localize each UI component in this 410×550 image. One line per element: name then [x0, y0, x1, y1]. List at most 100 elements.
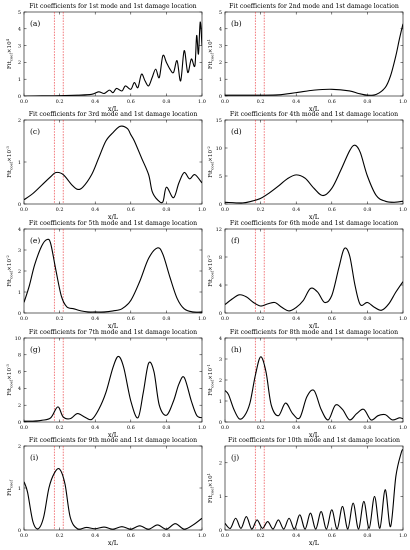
x-axis-label: x/L	[309, 539, 320, 547]
y-axis-label: Fitcoef×10-2	[206, 255, 215, 287]
y-tick-label: 4	[219, 27, 222, 33]
x-tick-label: 1.0	[399, 316, 407, 322]
y-axis-label: Fitcoef×10-3	[5, 146, 14, 178]
chart-panel-1: Fit coefficients for 1st mode and 1st da…	[5, 3, 206, 113]
y-tick-label: 10	[15, 336, 21, 342]
x-tick-label: 0.6	[328, 316, 336, 322]
panel-label: (b)	[231, 19, 242, 28]
y-tick-label: 1	[219, 77, 222, 83]
y-tick-label: 2	[219, 378, 222, 384]
series-line	[225, 356, 403, 421]
x-tick-label: 0.0	[221, 207, 229, 213]
x-tick-label: 0.6	[328, 99, 336, 105]
y-tick-label: 0	[18, 420, 21, 426]
y-tick-label: 2	[18, 269, 21, 275]
chart-title: Fit coefficients for 3rd mode and 1st da…	[29, 111, 198, 118]
y-tick-label: 2	[18, 118, 21, 124]
x-tick-label: 0.8	[162, 425, 170, 431]
x-tick-label: 1.0	[399, 533, 407, 539]
x-axis-label: x/L	[108, 213, 119, 221]
x-tick-label: 0.8	[363, 316, 371, 322]
x-tick-label: 0.0	[20, 533, 28, 539]
series-line	[24, 468, 202, 530]
x-tick-label: 0.8	[363, 207, 371, 213]
y-tick-label: 1	[18, 160, 21, 166]
y-tick-label: 0	[219, 311, 222, 317]
y-tick-label: 1	[18, 486, 21, 492]
plot-frame	[23, 228, 203, 314]
x-axis-label: x/L	[108, 539, 119, 547]
x-tick-label: 1.0	[399, 99, 407, 105]
plot-frame	[224, 119, 404, 205]
panel-label: (i)	[30, 453, 38, 462]
y-tick-label: 2	[18, 403, 21, 409]
chart-title: Fit coefficients for 9th mode and 1st da…	[29, 437, 197, 444]
plot-frame	[23, 337, 203, 423]
panel-label: (j)	[231, 453, 239, 462]
x-tick-label: 1.0	[198, 99, 206, 105]
x-axis-label: x/L	[309, 431, 320, 439]
x-tick-label: 0.2	[56, 533, 64, 539]
series-line	[225, 448, 403, 530]
series-line	[24, 355, 202, 422]
x-axis-label: x/L	[309, 213, 320, 221]
chart-panel-5: Fit coefficients for 5th mode and 1st da…	[5, 220, 206, 330]
y-axis-label: Fitcoef×101	[206, 39, 215, 69]
y-tick-label: 2	[18, 60, 21, 66]
y-axis-label: Fitcoef	[7, 479, 13, 496]
plot-frame	[23, 11, 203, 97]
series-line	[225, 247, 403, 312]
series-line	[225, 23, 403, 96]
y-tick-label: 4	[219, 336, 222, 342]
y-tick-label: 8	[219, 255, 222, 261]
y-tick-label: 10	[216, 146, 222, 152]
series-line	[225, 144, 403, 204]
x-tick-label: 0.8	[162, 99, 170, 105]
chart-title: Fit coefficients for 8th mode and 1st da…	[230, 329, 398, 336]
chart-title: Fit coefficients for 1st mode and 1st da…	[29, 3, 196, 10]
x-tick-label: 0.2	[257, 207, 265, 213]
y-tick-label: 0	[219, 202, 222, 208]
x-tick-label: 1.0	[198, 207, 206, 213]
y-tick-label: 12	[216, 227, 222, 233]
x-tick-label: 0.8	[363, 533, 371, 539]
x-tick-label: 0.6	[328, 207, 336, 213]
x-tick-label: 0.4	[292, 425, 300, 431]
y-tick-label: 5	[219, 10, 222, 16]
x-tick-label: 0.2	[56, 316, 64, 322]
chart-panel-6: Fit coefficients for 6th mode and 1st da…	[206, 220, 407, 330]
chart-title: Fit coefficients for 6th mode and 1st da…	[230, 220, 398, 227]
y-tick-label: 2	[219, 60, 222, 66]
y-tick-label: 15	[216, 118, 222, 124]
y-tick-label: 3	[18, 43, 21, 49]
x-tick-label: 0.8	[363, 99, 371, 105]
chart-panel-9: Fit coefficients for 9th mode and 1st da…	[7, 437, 206, 547]
x-tick-label: 0.4	[292, 533, 300, 539]
y-tick-label: 0	[18, 202, 21, 208]
panel-label: (a)	[30, 19, 40, 28]
x-tick-label: 0.2	[257, 533, 265, 539]
x-tick-label: 1.0	[198, 533, 206, 539]
y-tick-label: 0	[18, 311, 21, 317]
y-tick-label: 3	[219, 43, 222, 49]
panel-label: (f)	[231, 236, 240, 245]
x-axis-label: x/L	[108, 431, 119, 439]
plot-frame	[224, 228, 404, 314]
chart-title: Fit coefficients for 10th mode and 1st d…	[228, 437, 400, 444]
panel-label: (g)	[30, 345, 41, 354]
x-tick-label: 0.4	[91, 316, 99, 322]
y-tick-label: 2	[219, 461, 222, 467]
y-axis-label: Fitcoef×10-2	[206, 146, 215, 178]
chart-title: Fit coefficients for 5th mode and 1st da…	[29, 220, 197, 227]
x-tick-label: 0.2	[56, 207, 64, 213]
x-tick-label: 0.4	[91, 99, 99, 105]
chart-panel-3: Fit coefficients for 3rd mode and 1st da…	[5, 111, 206, 221]
x-tick-label: 0.6	[328, 533, 336, 539]
x-tick-label: 0.0	[20, 316, 28, 322]
x-axis-label: x/L	[309, 322, 320, 330]
x-tick-label: 0.4	[91, 425, 99, 431]
series-line	[24, 125, 202, 204]
x-tick-label: 0.0	[20, 425, 28, 431]
y-tick-label: 0	[18, 94, 21, 100]
